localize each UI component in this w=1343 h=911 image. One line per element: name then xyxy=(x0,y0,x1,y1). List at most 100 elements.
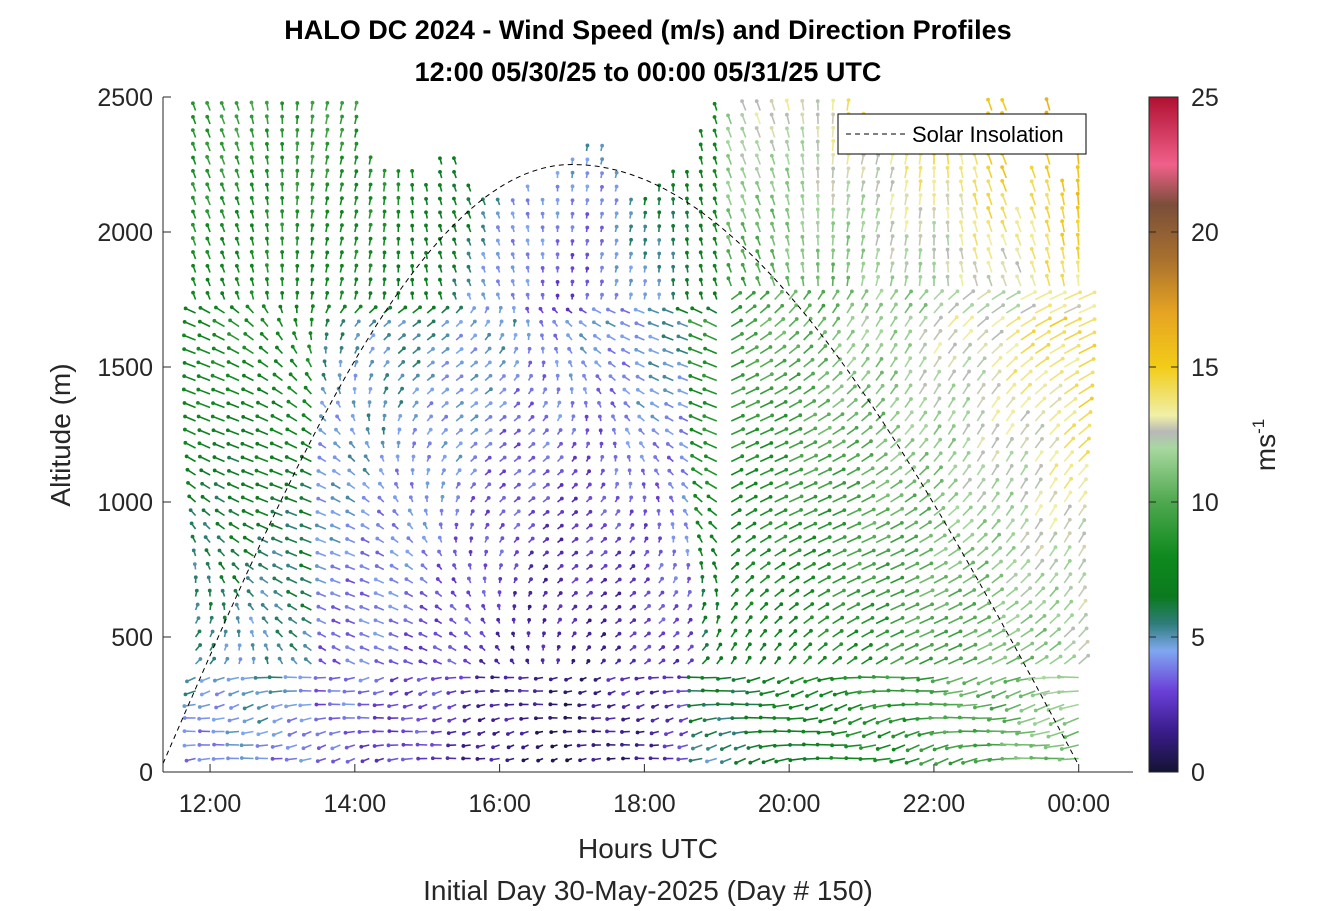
wind-vector-head xyxy=(932,206,936,211)
wind-vector-head xyxy=(311,88,315,92)
wind-vector xyxy=(690,402,703,409)
wind-vector xyxy=(730,482,742,490)
wind-vector-head xyxy=(321,372,326,377)
wind-vector-head xyxy=(740,276,745,281)
wind-vector-head xyxy=(555,252,560,257)
wind-vector-head xyxy=(241,509,246,513)
wind-vector-head xyxy=(894,289,899,293)
wind-vector-head xyxy=(911,451,916,456)
wind-vector-head xyxy=(687,688,692,693)
wind-vector-head xyxy=(198,643,203,647)
wind-vector-head xyxy=(452,563,456,568)
wind-vector-head xyxy=(325,250,330,255)
wind-vector-head xyxy=(452,237,456,242)
wind-vector-head xyxy=(448,645,452,649)
wind-vector-head xyxy=(797,535,802,539)
wind-vector-head xyxy=(555,170,560,175)
wind-vector-head xyxy=(643,279,648,283)
wind-vector-head xyxy=(731,731,736,736)
wind-vector-head xyxy=(620,321,624,325)
wind-vector-head xyxy=(241,428,245,433)
wind-vector xyxy=(760,744,775,748)
wind-vector-head xyxy=(505,758,510,763)
wind-vector-head xyxy=(768,508,773,512)
wind-vector-head xyxy=(372,319,377,324)
wind-vector-head xyxy=(210,373,215,378)
wind-vector-head xyxy=(734,588,739,592)
wind-vector-head xyxy=(372,729,376,734)
wind-vector-head xyxy=(823,330,827,334)
wind-vector-head xyxy=(866,370,871,375)
wind-vector-head xyxy=(310,291,315,295)
wind-vector-head xyxy=(671,169,676,174)
wind-vector-head xyxy=(768,494,773,499)
wind-vector-head xyxy=(542,618,547,622)
wind-vector-head xyxy=(446,691,451,695)
wind-vector-head xyxy=(544,400,548,405)
wind-vector-head xyxy=(782,548,787,553)
wind-vector-head xyxy=(368,222,373,227)
wind-vector-head xyxy=(769,481,774,486)
wind-vector-head xyxy=(958,602,963,606)
wind-vector xyxy=(746,730,761,734)
wind-vector xyxy=(875,535,890,544)
wind-vector-head xyxy=(471,496,476,500)
wind-vector-head xyxy=(686,563,691,567)
wind-vector-head xyxy=(842,508,847,513)
wind-vector-head xyxy=(814,453,818,458)
wind-vector-head xyxy=(559,469,564,473)
wind-vector-head xyxy=(545,523,550,528)
wind-vector-head xyxy=(652,441,657,446)
wind-vector xyxy=(962,561,974,571)
wind-vector-head xyxy=(951,396,956,401)
wind-vector-head xyxy=(578,320,583,325)
wind-vector-head xyxy=(182,360,187,365)
wind-vector-head xyxy=(302,630,307,635)
wind-vector-head xyxy=(831,125,836,130)
wind-vector xyxy=(861,426,872,436)
wind-vector-head xyxy=(758,703,763,708)
wind-vector-head xyxy=(650,718,655,723)
wind-vector-head xyxy=(600,239,604,243)
wind-vector-head xyxy=(255,414,260,419)
wind-vector-head xyxy=(605,307,610,312)
wind-vector-head xyxy=(634,334,639,339)
wind-vector-head xyxy=(913,506,918,511)
wind-vector xyxy=(875,549,889,557)
wind-vector-head xyxy=(943,715,948,720)
wind-vector-head xyxy=(671,210,676,215)
wind-vector-head xyxy=(815,193,820,198)
wind-vector-head xyxy=(280,141,285,146)
wind-vector xyxy=(790,703,804,709)
wind-vector-head xyxy=(823,642,828,647)
wind-vector-head xyxy=(938,342,943,346)
wind-vector-head xyxy=(496,279,500,284)
wind-vector xyxy=(846,413,857,422)
wind-vector-head xyxy=(255,482,260,487)
wind-vector-head xyxy=(327,689,332,693)
wind-vector-head xyxy=(519,716,524,721)
wind-vector-head xyxy=(753,508,758,512)
wind-vector-head xyxy=(697,534,701,539)
wind-vector-head xyxy=(410,468,415,472)
wind-vector-head xyxy=(658,536,662,541)
wind-vector-head xyxy=(600,143,605,148)
wind-vector-head xyxy=(685,549,690,553)
wind-vector xyxy=(832,589,845,598)
wind-vector-head xyxy=(861,207,866,212)
wind-vector-head xyxy=(676,757,681,762)
wind-vector-head xyxy=(249,141,254,146)
wind-vector-head xyxy=(486,319,491,324)
wind-vector xyxy=(931,690,949,693)
wind-vector xyxy=(875,657,887,665)
wind-vector-head xyxy=(502,387,507,392)
wind-vector xyxy=(806,703,819,710)
wind-vector-head xyxy=(295,195,300,200)
wind-vector-head xyxy=(752,534,756,539)
wind-vector-head xyxy=(945,193,950,198)
wind-vector-head xyxy=(827,548,831,553)
wind-vector xyxy=(759,428,773,436)
wind-vector-head xyxy=(582,373,586,378)
wind-vector-head xyxy=(841,439,846,444)
wind-vector-head xyxy=(479,644,483,649)
